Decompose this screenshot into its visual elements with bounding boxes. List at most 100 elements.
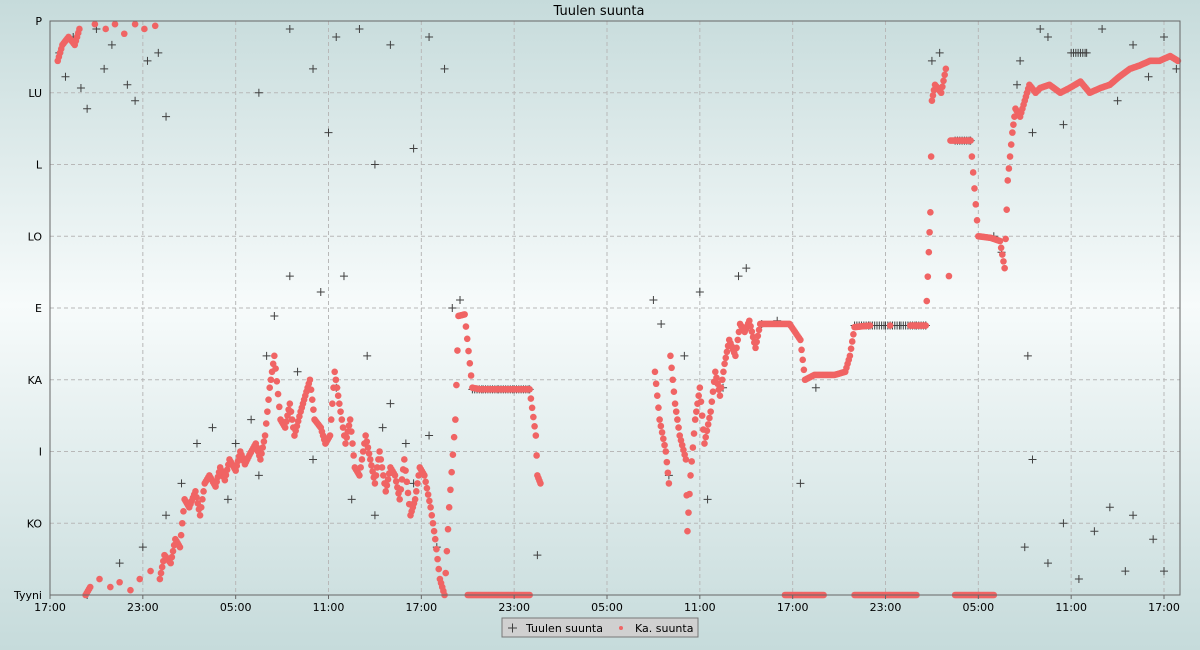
y-tick-label: E	[35, 302, 42, 315]
data-point-ka-suunta	[848, 338, 856, 345]
data-point-ka-suunta	[462, 323, 470, 330]
data-point-ka-suunta	[675, 424, 682, 431]
data-point-ka-suunta	[940, 77, 947, 85]
data-point-ka-suunta	[359, 448, 367, 455]
data-point-tuulen-suunta	[1113, 96, 1122, 105]
data-point-ka-suunta	[713, 374, 720, 382]
data-point-tuulen-suunta	[247, 415, 256, 424]
data-point-ka-suunta	[259, 444, 267, 451]
data-point-ka-suunta	[427, 504, 434, 511]
data-point-ka-suunta	[288, 416, 296, 423]
data-point-ka-suunta	[403, 478, 411, 486]
data-point-tuulen-suunta	[1028, 128, 1037, 137]
data-point-ka-suunta	[657, 422, 665, 430]
data-point-ka-suunta	[972, 201, 980, 208]
data-point-ka-suunta	[326, 432, 334, 439]
data-point-tuulen-suunta	[154, 48, 163, 57]
data-point-ka-suunta	[695, 392, 702, 399]
data-point-ka-suunta	[747, 322, 754, 330]
data-point-ka-suunta	[703, 427, 711, 435]
data-point-ka-suunta	[655, 404, 662, 411]
data-point-ka-suunta	[267, 376, 275, 384]
x-tick-label: 17:00	[1148, 601, 1180, 614]
data-point-ka-suunta	[434, 555, 441, 563]
data-point-ka-suunta	[377, 456, 385, 463]
data-point-ka-suunta	[941, 71, 948, 79]
data-point-ka-suunta	[687, 472, 694, 479]
data-point-ka-suunta	[176, 543, 184, 551]
data-point-ka-suunta	[283, 418, 290, 425]
data-point-ka-suunta	[422, 478, 429, 486]
data-point-ka-suunta	[196, 511, 204, 519]
data-point-ka-suunta	[358, 456, 366, 463]
data-point-ka-suunta	[336, 400, 343, 407]
data-point-ka-suunta	[343, 434, 350, 441]
data-point-tuulen-suunta	[409, 144, 418, 153]
data-point-ka-suunta	[107, 583, 114, 591]
data-point-tuulen-suunta	[796, 479, 805, 488]
data-point-tuulen-suunta	[1013, 80, 1022, 89]
data-point-ka-suunta	[200, 488, 207, 495]
y-tick-label: KO	[27, 517, 43, 530]
data-point-tuulen-suunta	[162, 511, 171, 520]
data-point-tuulen-suunta	[339, 272, 348, 281]
data-point-ka-suunta	[668, 364, 675, 372]
data-point-ka-suunta	[430, 527, 438, 535]
data-point-ka-suunta	[661, 441, 668, 449]
data-point-ka-suunta	[530, 413, 537, 421]
data-point-ka-suunta	[662, 448, 670, 455]
series-ka-suunta	[54, 20, 1182, 599]
data-point-ka-suunta	[260, 438, 268, 445]
data-point-tuulen-suunta	[1129, 511, 1138, 520]
data-point-tuulen-suunta	[1149, 535, 1158, 544]
data-point-ka-suunta	[709, 388, 717, 396]
data-point-tuulen-suunta	[425, 32, 434, 41]
data-point-ka-suunta	[684, 527, 691, 535]
data-point-ka-suunta	[286, 400, 294, 407]
data-point-tuulen-suunta	[143, 56, 152, 65]
data-point-ka-suunta	[732, 352, 739, 360]
data-point-ka-suunta	[999, 251, 1006, 258]
legend-plus-icon	[508, 623, 517, 633]
data-point-tuulen-suunta	[703, 495, 712, 504]
data-point-tuulen-suunta	[324, 128, 333, 137]
data-point-ka-suunta	[167, 559, 174, 567]
chart-title: Tuulen suunta	[553, 4, 645, 19]
data-point-ka-suunta	[396, 496, 403, 503]
data-point-ka-suunta	[653, 392, 661, 399]
data-point-ka-suunta	[453, 381, 460, 389]
data-point-ka-suunta	[689, 444, 697, 451]
data-point-tuulen-suunta	[811, 383, 820, 392]
data-point-ka-suunta	[365, 450, 373, 457]
data-point-ka-suunta	[413, 488, 420, 495]
data-point-ka-suunta	[373, 464, 381, 471]
data-point-ka-suunta	[127, 586, 134, 594]
data-point-ka-suunta	[193, 494, 200, 501]
data-point-ka-suunta	[443, 547, 451, 555]
data-point-ka-suunta	[177, 531, 185, 539]
data-point-ka-suunta	[698, 412, 706, 419]
data-point-ka-suunta	[414, 480, 421, 487]
data-point-ka-suunta	[346, 416, 354, 423]
data-point-ka-suunta	[997, 244, 1005, 252]
data-point-tuulen-suunta	[370, 511, 379, 520]
y-tick-label: LU	[28, 87, 42, 100]
data-point-ka-suunta	[423, 484, 431, 492]
data-point-tuulen-suunta	[115, 559, 124, 568]
data-point-tuulen-suunta	[332, 32, 341, 41]
data-point-ka-suunta	[925, 248, 933, 256]
data-point-ka-suunta	[454, 347, 461, 354]
data-point-ka-suunta	[180, 507, 187, 515]
data-point-ka-suunta	[379, 472, 387, 479]
data-point-ka-suunta	[265, 396, 272, 403]
legend-dot-icon	[619, 626, 623, 630]
data-point-ka-suunta	[376, 448, 383, 455]
data-point-tuulen-suunta	[386, 40, 395, 49]
data-point-ka-suunta	[356, 472, 363, 479]
x-tick-label: 11:00	[684, 601, 716, 614]
data-point-ka-suunta	[329, 400, 336, 407]
data-point-tuulen-suunta	[254, 88, 263, 97]
data-point-ka-suunta	[264, 408, 271, 415]
data-point-ka-suunta	[686, 490, 693, 498]
data-point-tuulen-suunta	[100, 64, 109, 73]
